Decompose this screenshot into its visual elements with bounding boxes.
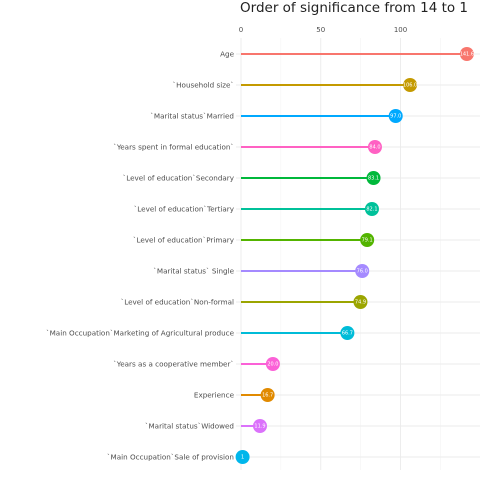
chart-title: Order of significance from 14 to 1 [240, 0, 469, 16]
y-tick-label: `Marital status`Married [150, 112, 234, 121]
value-label: 141.6 [460, 52, 474, 58]
lollipop-point [355, 264, 370, 278]
value-label: 79.1 [362, 238, 373, 244]
y-tick-label: Experience [194, 391, 235, 400]
y-tick-label: `Marital status` Single [153, 267, 234, 276]
lollipop-point [364, 202, 379, 216]
x-tick-label: 50 [316, 26, 325, 34]
lollipop-point [459, 47, 474, 61]
value-label: 20.0 [267, 362, 278, 368]
y-tick-label: `Main Occupation`Marketing of Agricultur… [46, 329, 235, 338]
lollipop-point [265, 357, 280, 371]
y-tick-label: Age [220, 50, 234, 59]
x-tick-label: 0 [239, 26, 243, 34]
lollipop-point [360, 233, 375, 247]
y-tick-label: `Level of education`Non-formal [121, 298, 234, 307]
value-label: 11.9 [254, 424, 265, 430]
y-tick-label: `Level of education`Tertiary [134, 205, 235, 214]
lollipop-point [353, 295, 368, 309]
value-label: 16.7 [262, 393, 273, 399]
lollipop-point [235, 450, 250, 464]
value-label: 97.0 [390, 114, 401, 120]
value-label: 82.1 [366, 207, 377, 213]
y-tick-label: `Main Occupation`Sale of provision [107, 453, 234, 462]
y-tick-label: `Household size` [173, 81, 234, 90]
lollipop-point [366, 171, 381, 185]
lollipop-point [340, 326, 355, 340]
value-label: 66.7 [342, 331, 353, 337]
lollipop-point [403, 78, 418, 92]
y-tick-label: `Years as a cooperative member` [113, 360, 234, 369]
value-label: 84.0 [369, 145, 380, 151]
value-label: 1 [241, 455, 244, 461]
y-tick-label: `Level of education`Secondary [123, 174, 235, 183]
value-label: 106.0 [403, 83, 417, 89]
y-tick-label: `Level of education`Primary [133, 236, 235, 245]
lollipop-point [367, 140, 382, 154]
y-tick-label: `Years spent in formal education` [113, 143, 234, 152]
x-tick-label: 100 [394, 26, 407, 34]
value-label: 74.9 [355, 300, 366, 306]
lollipop-point [252, 419, 267, 433]
value-label: 83.1 [368, 176, 379, 182]
y-tick-label: `Marital status`Widowed [145, 422, 234, 431]
value-label: 76.0 [357, 269, 368, 275]
lollipop-point [388, 109, 403, 123]
lollipop-point [260, 388, 275, 402]
